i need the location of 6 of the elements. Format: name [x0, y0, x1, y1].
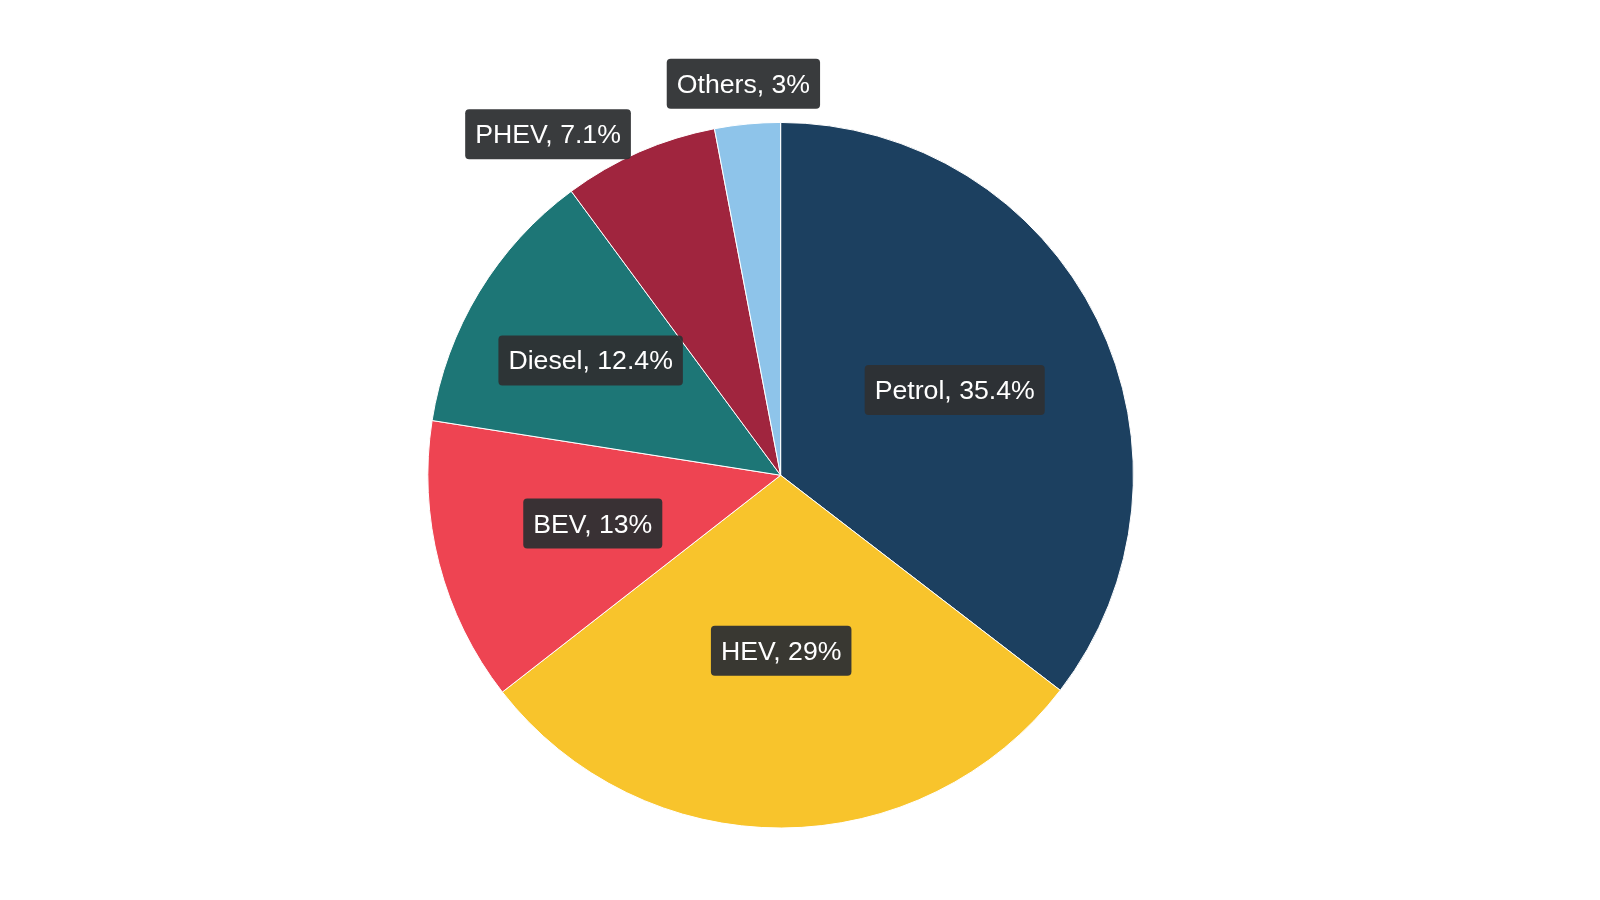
- slice-label: BEV, 13%: [533, 508, 653, 539]
- slice-label: Petrol, 35.4%: [874, 374, 1035, 405]
- slice-label: HEV, 29%: [720, 635, 842, 666]
- slice-label: PHEV, 7.1%: [475, 119, 621, 150]
- slice-label: Others, 3%: [676, 68, 811, 99]
- slice-label: Diesel, 12.4%: [508, 345, 673, 376]
